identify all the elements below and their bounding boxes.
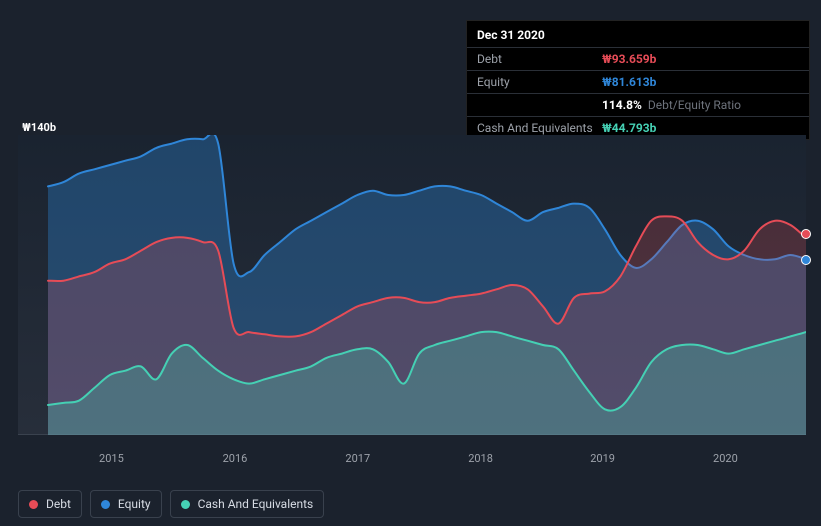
tooltip-row: Equity₩81.613b <box>467 71 809 94</box>
legend-dot-icon <box>181 500 190 509</box>
x-axis-tick: 2018 <box>468 452 493 465</box>
y-axis-top-label: ₩140b <box>22 121 56 134</box>
x-axis-tick: 2020 <box>713 452 738 465</box>
tooltip-row: 114.8% Debt/Equity Ratio <box>467 94 809 117</box>
chart-legend: Debt Equity Cash And Equivalents <box>18 490 324 518</box>
legend-label: Cash And Equivalents <box>198 497 314 511</box>
tooltip-row-label: Debt <box>477 52 602 66</box>
tooltip-row: Debt₩93.659b <box>467 48 809 71</box>
legend-dot-icon <box>101 500 110 509</box>
x-axis-tick: 2016 <box>223 452 248 465</box>
tooltip-row-value: ₩44.793b <box>602 121 656 135</box>
series-end-marker <box>801 255 811 265</box>
x-axis-tick: 2015 <box>99 452 124 465</box>
legend-item-debt[interactable]: Debt <box>18 490 82 518</box>
tooltip-row-note: Debt/Equity Ratio <box>648 98 741 112</box>
legend-label: Equity <box>118 497 151 511</box>
tooltip-row-value: ₩93.659b <box>602 52 656 66</box>
tooltip-row-value: 114.8% <box>602 98 642 112</box>
x-axis: 2015 2016 2017 2018 2019 2020 <box>47 452 805 468</box>
series-end-marker <box>801 229 811 239</box>
x-axis-tick: 2017 <box>345 452 370 465</box>
tooltip-row-label: Equity <box>477 75 602 89</box>
legend-label: Debt <box>46 497 71 511</box>
tooltip-row-value: ₩81.613b <box>602 75 656 89</box>
x-axis-tick: 2019 <box>590 452 615 465</box>
legend-item-cash-and-equivalents[interactable]: Cash And Equivalents <box>170 490 325 518</box>
hover-tooltip: Dec 31 2020 Debt₩93.659bEquity₩81.613b11… <box>466 20 810 140</box>
chart-plot[interactable] <box>18 135 806 435</box>
legend-item-equity[interactable]: Equity <box>90 490 162 518</box>
tooltip-date: Dec 31 2020 <box>467 21 809 48</box>
tooltip-row-label: Cash And Equivalents <box>477 121 602 135</box>
legend-dot-icon <box>29 500 38 509</box>
